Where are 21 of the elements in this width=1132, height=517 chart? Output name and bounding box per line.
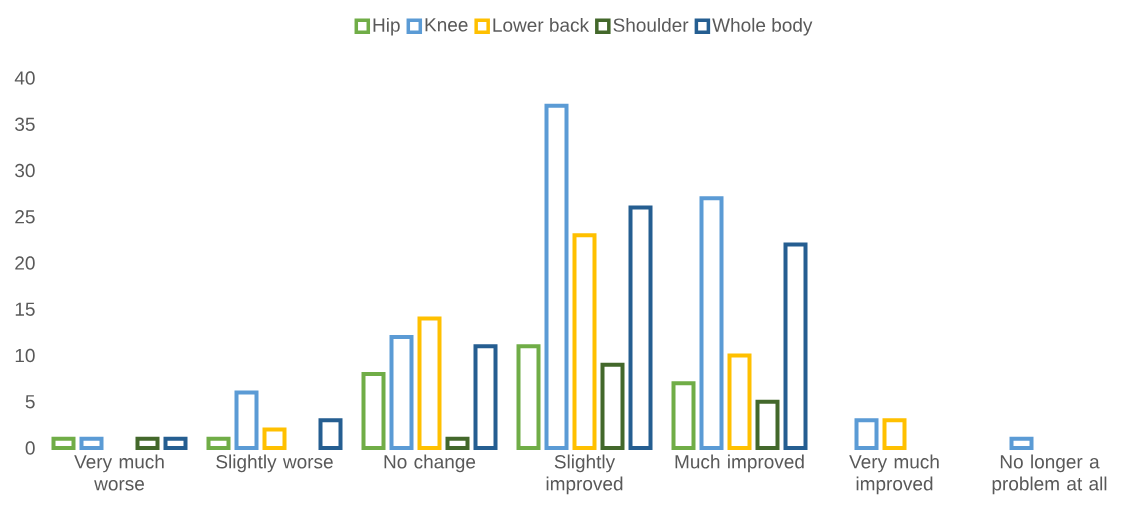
legend-label: Knee: [425, 18, 468, 32]
x-tick-label: Much improved: [675, 454, 804, 473]
y-tick-label: 20: [15, 256, 35, 270]
y-tick-label: 0: [25, 441, 35, 455]
x-tick-label: Slightly improved: [546, 454, 623, 495]
legend-label: Whole body: [712, 17, 813, 36]
y-tick-label: 25: [15, 210, 35, 224]
y-tick-label: 35: [15, 117, 35, 131]
y-tick-label: 10: [15, 348, 35, 363]
x-tick-label: Very much improved: [849, 454, 939, 495]
x-tick-label: No change: [384, 454, 476, 473]
y-tick-label: 40: [14, 71, 35, 85]
legend-label: Shoulder: [613, 17, 689, 32]
y-tick-label: 5: [25, 395, 35, 409]
legend-label: Hip: [373, 17, 400, 36]
y-tick-label: 30: [15, 163, 35, 178]
x-tick-label: Slightly worse: [216, 454, 333, 473]
x-tick-label: No longer a problem at all: [992, 454, 1107, 495]
x-tick-label: Very much worse: [74, 454, 164, 491]
y-tick-label: 15: [15, 302, 35, 316]
legend-label: Lower back: [493, 17, 590, 32]
